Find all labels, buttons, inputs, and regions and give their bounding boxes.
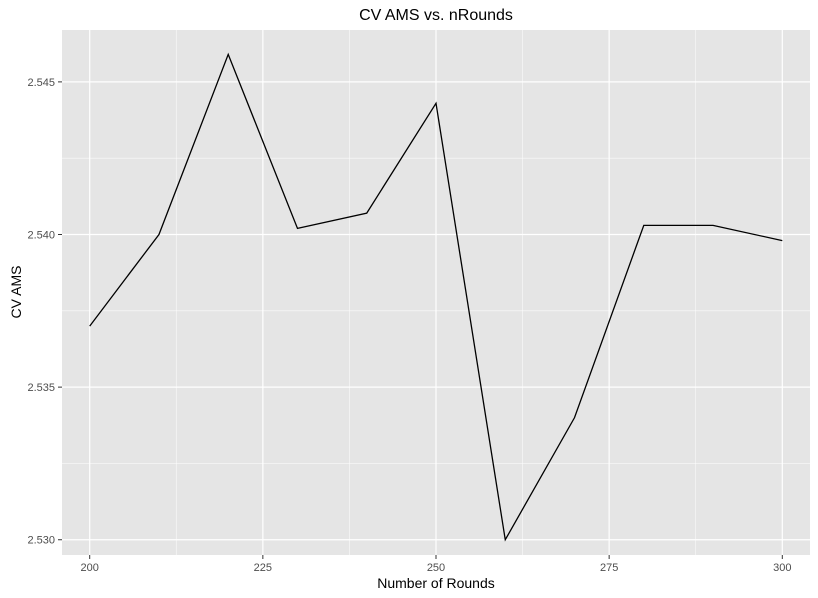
x-tick-label: 200 bbox=[81, 562, 99, 574]
x-tick-label: 300 bbox=[773, 562, 791, 574]
series-line bbox=[89, 52, 783, 542]
x-tick-label: 225 bbox=[254, 562, 272, 574]
y-tick-label: 2.535 bbox=[27, 382, 55, 394]
y-axis-label: CV AMS bbox=[8, 266, 24, 319]
x-axis-label: Number of Rounds bbox=[377, 575, 495, 591]
chart-title: CV AMS vs. nRounds bbox=[359, 7, 513, 24]
y-tick-label: 2.530 bbox=[27, 535, 55, 547]
x-axis-ticks: 200 225 250 275 300 bbox=[81, 555, 791, 574]
x-tick-label: 250 bbox=[427, 562, 445, 574]
y-tick-label: 2.545 bbox=[27, 77, 55, 89]
y-axis-ticks: 2.530 2.535 2.540 2.545 bbox=[27, 77, 62, 547]
y-tick-label: 2.540 bbox=[27, 230, 55, 242]
series-group bbox=[89, 52, 783, 542]
major-gridlines bbox=[62, 30, 810, 555]
x-tick-label: 275 bbox=[600, 562, 618, 574]
